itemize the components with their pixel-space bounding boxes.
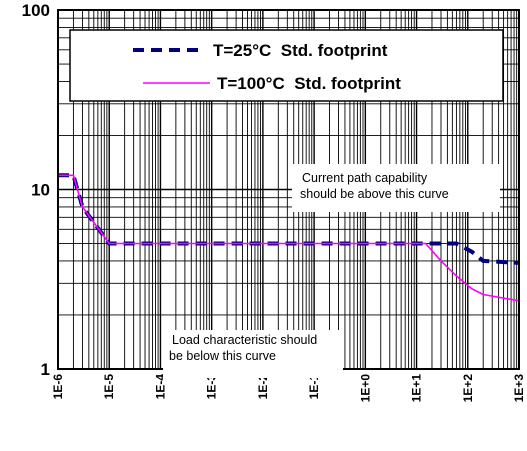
x-tick-label: 1E+2 (461, 374, 475, 403)
legend-label-25c: T=25°C Std. footprint (213, 41, 388, 60)
annotation-load-line2: be below this curve (169, 349, 276, 363)
x-tick-label: 1E-4 (153, 374, 167, 400)
x-tick-label: 1E+0 (358, 374, 372, 403)
annotation-current-path-line1: Current path capability (302, 171, 428, 185)
x-tick-label: 1E-2 (256, 374, 270, 400)
y-tick-label: 10 (31, 181, 50, 200)
y-tick-labels: 1 10 100 (22, 1, 50, 379)
x-tick-label: 1E-1 (307, 374, 321, 400)
series-layer (58, 173, 520, 302)
y-tick-label: 100 (22, 1, 50, 20)
legend: T=25°C Std. footprint T=100°C Std. footp… (69, 29, 504, 102)
legend-box (69, 29, 504, 102)
x-tick-label: 1E-6 (51, 374, 65, 400)
annotation-current-path: Current path capability should be above … (292, 164, 500, 212)
x-tick-labels: 1E-6 1E-5 1E-4 1E-3 1E-2 1E-1 1E+0 1E+1 1E+2 1E+3 (51, 374, 526, 403)
legend-label-100c: T=100°C Std. footprint (217, 74, 401, 93)
y-tick-label: 1 (41, 360, 50, 379)
x-tick-label: 1E+3 (512, 374, 526, 403)
annotation-current-path-line2: should be above this curve (300, 187, 449, 201)
x-tick-label: 1E+1 (410, 374, 424, 403)
x-tick-label: 1E-5 (102, 374, 116, 400)
x-tick-label: 1E-3 (205, 374, 219, 400)
series-line-1 (58, 174, 520, 302)
annotation-load-characteristic: Load characteristic should be below this… (163, 330, 343, 378)
annotation-load-line1: Load characteristic should (172, 333, 317, 347)
